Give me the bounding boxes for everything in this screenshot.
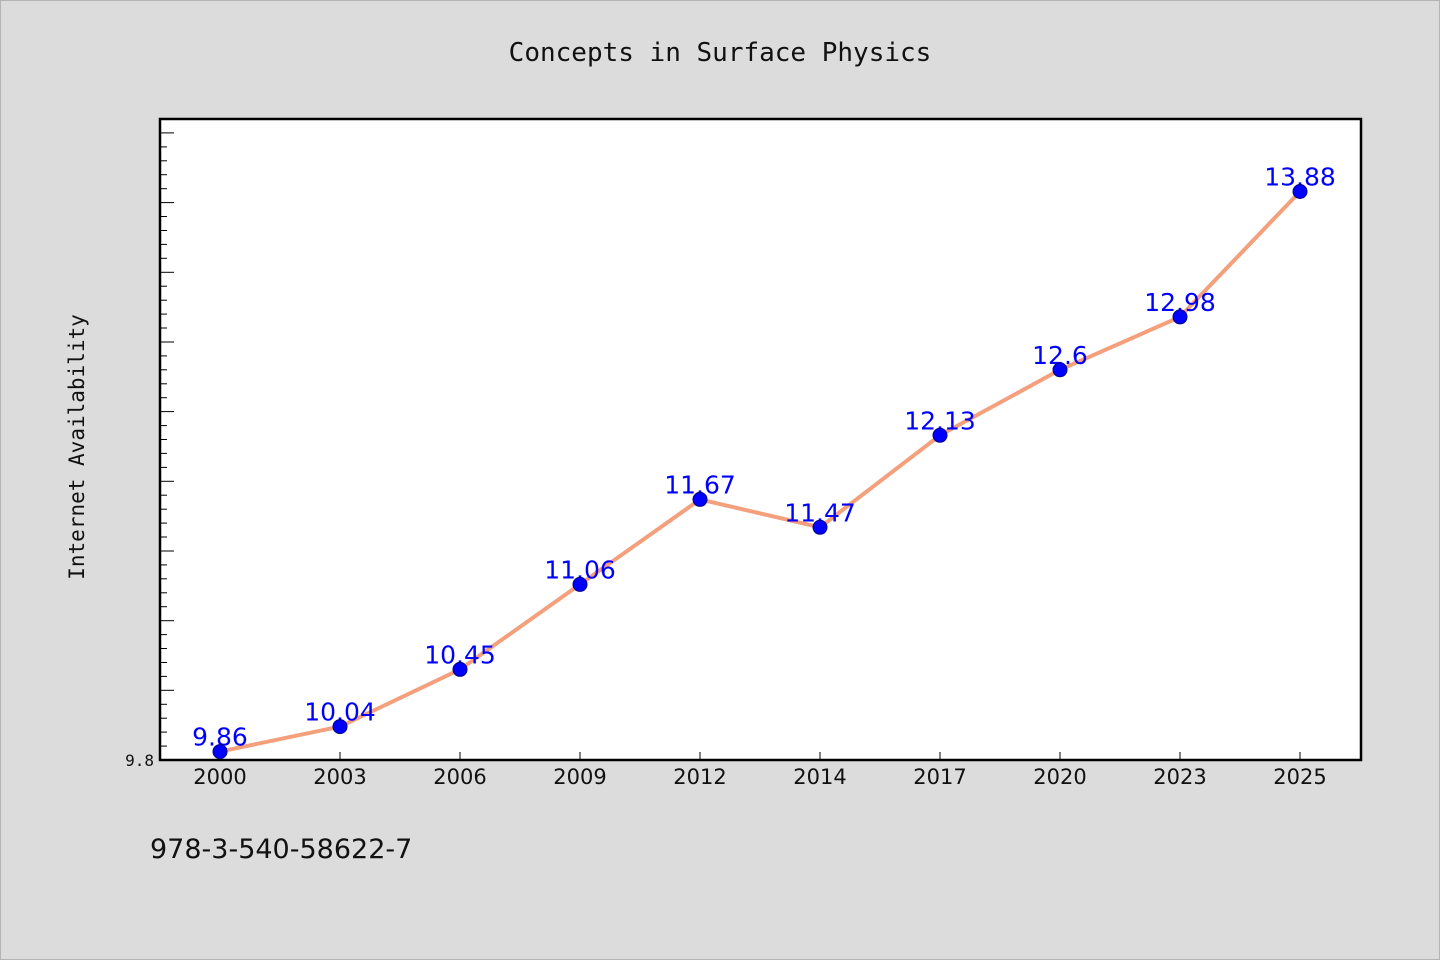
x-tick-label: 2012 bbox=[673, 765, 726, 789]
chart-title: Concepts in Surface Physics bbox=[509, 38, 932, 68]
x-tick-label: 2009 bbox=[553, 765, 606, 789]
data-point bbox=[572, 576, 588, 592]
data-point bbox=[932, 427, 948, 443]
x-tick-label: 2025 bbox=[1273, 765, 1326, 789]
series-line bbox=[218, 189, 1302, 754]
data-point bbox=[812, 519, 828, 535]
x-axis-ticks: 2000 2003 2006 2009 2012 2014 2017 2020 2023 2025 bbox=[193, 752, 1327, 789]
data-point bbox=[212, 744, 228, 760]
x-tick-label: 2017 bbox=[913, 765, 966, 789]
x-tick-label: 2006 bbox=[433, 765, 486, 789]
y-tick-label: 9.8 bbox=[125, 751, 154, 770]
plot-area bbox=[158, 117, 1363, 762]
data-point bbox=[1292, 184, 1308, 199]
x-tick-label: 2000 bbox=[193, 765, 246, 789]
y-axis-ticks: 9.8 bbox=[125, 118, 174, 770]
x-tick-label: 2023 bbox=[1153, 765, 1206, 789]
data-point bbox=[452, 661, 468, 677]
data-point bbox=[692, 491, 708, 507]
x-tick-label: 2020 bbox=[1033, 765, 1086, 789]
data-point bbox=[332, 719, 348, 735]
x-tick-label: 2003 bbox=[313, 765, 366, 789]
data-point bbox=[1172, 309, 1188, 325]
data-point bbox=[1052, 362, 1068, 378]
series-layer: 9.8610.0410.4511.0611.6711.4712.1312.612… bbox=[192, 162, 1336, 760]
y-axis-label: Internet Availability bbox=[65, 314, 89, 580]
x-tick-label: 2014 bbox=[793, 765, 846, 789]
footnote: 978-3-540-58622-7 bbox=[150, 834, 413, 865]
